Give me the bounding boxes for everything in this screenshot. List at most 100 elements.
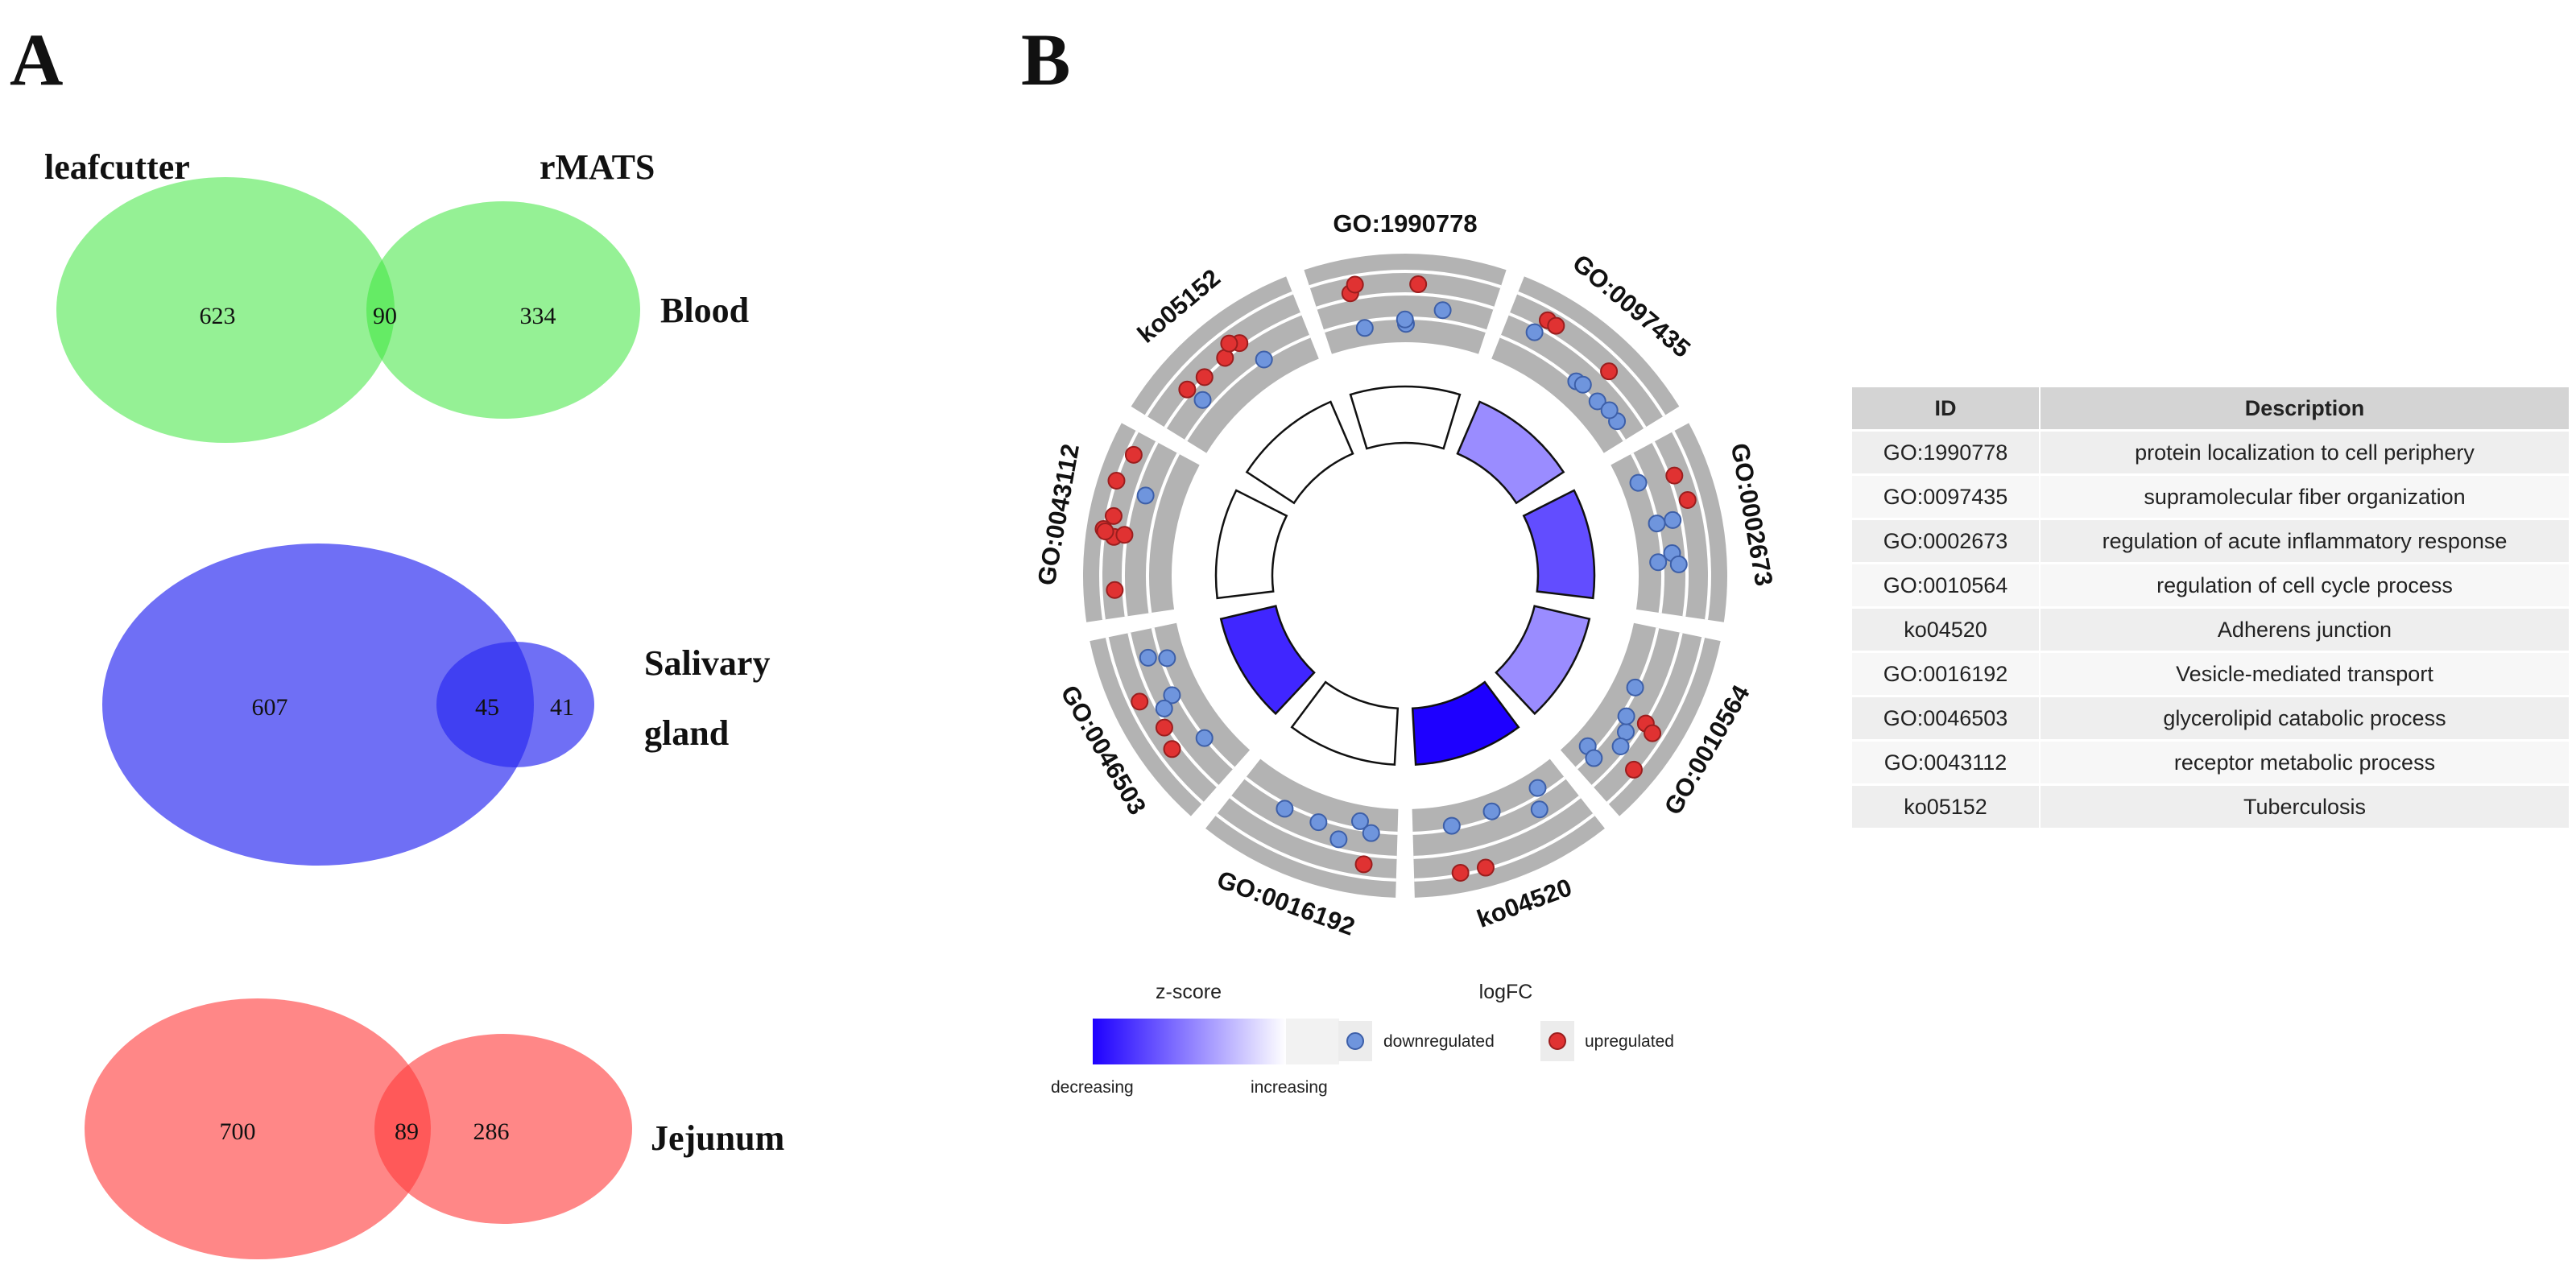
gene-dot-downregulated <box>1482 802 1501 820</box>
gene-dot-upregulated <box>1155 718 1173 737</box>
gene-dot-downregulated <box>1629 473 1648 492</box>
term-ring-gridline <box>1672 430 1711 620</box>
venn-blood-overlap-count: 90 <box>373 303 397 329</box>
term-ring-segment <box>1412 758 1605 898</box>
gene-dot-upregulated <box>1600 362 1619 381</box>
table-cell-id: GO:0010564 <box>1852 564 2041 606</box>
gene-dot-downregulated <box>1158 649 1176 667</box>
gene-dot-downregulated <box>1442 816 1461 835</box>
gene-dot-downregulated <box>1362 824 1380 842</box>
table-header-id: ID <box>1852 387 2041 429</box>
term-zscore-bar <box>1290 680 1400 766</box>
method-label-rmats: rMATS <box>540 147 655 187</box>
table-cell-description: protein localization to cell periphery <box>2041 432 2569 473</box>
term-ring-gridline <box>1309 269 1502 289</box>
table-cell-description: receptor metabolic process <box>2041 742 2569 783</box>
gene-dot-upregulated <box>1096 523 1114 541</box>
table-cell-id: GO:1990778 <box>1852 432 2041 473</box>
gene-dot-upregulated <box>1451 863 1470 882</box>
table-cell-id: ko05152 <box>1852 786 2041 828</box>
term-zscore-bar <box>1214 489 1288 600</box>
gene-dot-downregulated <box>1669 555 1688 573</box>
term-ring-segment <box>1090 622 1251 816</box>
gene-dot-upregulated <box>1625 760 1644 779</box>
gene-dot-upregulated <box>1644 724 1662 742</box>
venn-blood-left-count: 623 <box>200 303 236 329</box>
table-cell-description: Tuberculosis <box>2041 786 2569 828</box>
venn-salivary-tissue-label-1: Salivary <box>644 643 770 683</box>
gene-dot-upregulated <box>1547 316 1565 335</box>
gene-dot-downregulated <box>1193 391 1212 409</box>
gene-dot-downregulated <box>1329 830 1348 849</box>
gene-dot-downregulated <box>1139 648 1157 667</box>
table-cell-description: regulation of cell cycle process <box>2041 564 2569 606</box>
table-row: GO:0046503 glycerolipid catabolic proces… <box>1852 697 2569 739</box>
gene-dot-downregulated <box>1585 749 1603 767</box>
term-zscore-bar <box>1245 400 1354 505</box>
gene-dot-upregulated <box>1354 855 1373 874</box>
table-header-description: Description <box>2041 387 2569 429</box>
venn-salivary-leafcutter-circle <box>102 544 534 866</box>
gene-dot-downregulated <box>1617 707 1635 725</box>
venn-jejunum-tissue-label: Jejunum <box>651 1118 784 1158</box>
table-cell-id: GO:0002673 <box>1852 520 2041 562</box>
venn-salivary-rmats-circle <box>436 642 594 767</box>
term-label: GO:0043112 <box>1032 442 1085 588</box>
gene-dot-upregulated <box>1195 368 1214 386</box>
venn-salivary-left-count: 607 <box>252 694 288 721</box>
venn-jejunum-rmats-circle <box>374 1034 632 1224</box>
gene-dot-downregulated <box>1573 375 1592 394</box>
gene-dot-upregulated <box>1104 506 1123 525</box>
term-ring-gridline <box>1146 453 1180 614</box>
term-zscore-bar <box>1219 605 1316 716</box>
table-cell-id: ko04520 <box>1852 609 2041 651</box>
panel-a-letter: A <box>10 19 64 101</box>
venn-jejunum-leafcutter-circle <box>85 998 431 1259</box>
venn-blood-rmats-circle <box>366 201 640 419</box>
table-row: GO:0016192 Vesicle-mediated transport <box>1852 653 2569 695</box>
table-cell-id: GO:0097435 <box>1852 476 2041 518</box>
gene-dot-downregulated <box>1528 779 1547 797</box>
venn-salivary: 607 45 41 Salivary gland <box>102 544 770 866</box>
table-row: GO:0043112 receptor metabolic process <box>1852 742 2569 783</box>
gene-dot-upregulated <box>1106 581 1124 599</box>
gene-dot-upregulated <box>1678 490 1697 509</box>
term-zscore-bar <box>1522 489 1596 600</box>
gene-dot-downregulated <box>1163 686 1181 705</box>
gene-dot-downregulated <box>1433 301 1452 320</box>
gene-dot-downregulated <box>1525 323 1544 341</box>
table-row: GO:0002673 regulation of acute inflammat… <box>1852 520 2569 562</box>
gene-dot-downregulated <box>1648 515 1666 533</box>
table-row: GO:0010564 regulation of cell cycle proc… <box>1852 564 2569 606</box>
table-row: GO:1990778 protein localization to cell … <box>1852 432 2569 473</box>
venn-panel: leafcutter rMATS 623 90 334 Blood 607 45… <box>44 147 784 1259</box>
gene-dot-downregulated <box>1396 310 1414 329</box>
table-cell-id: GO:0016192 <box>1852 653 2041 695</box>
term-ring-gridline <box>1099 430 1139 620</box>
gene-dot-downregulated <box>1530 800 1548 819</box>
term-zscore-bar <box>1456 400 1565 505</box>
gene-dot-upregulated <box>1124 445 1143 464</box>
venn-blood-right-count: 334 <box>520 303 556 329</box>
gene-dot-upregulated <box>1346 275 1364 294</box>
method-label-leafcutter: leafcutter <box>44 147 190 187</box>
gene-dot-downregulated <box>1664 510 1682 529</box>
venn-jejunum-left-count: 700 <box>220 1118 256 1145</box>
gene-dot-upregulated <box>1665 466 1684 485</box>
gene-dot-downregulated <box>1649 553 1668 572</box>
table-cell-description: regulation of acute inflammatory respons… <box>2041 520 2569 562</box>
table-cell-id: GO:0043112 <box>1852 742 2041 783</box>
venn-salivary-tissue-label-2: gland <box>644 713 729 753</box>
term-label: GO:1990778 <box>1333 209 1477 238</box>
gene-dot-upregulated <box>1131 692 1149 711</box>
venn-salivary-overlap-count: 45 <box>475 694 499 721</box>
venn-blood: 623 90 334 Blood <box>56 177 749 443</box>
gene-dot-downregulated <box>1350 812 1369 830</box>
table-cell-description: Adherens junction <box>2041 609 2569 651</box>
gene-dot-upregulated <box>1476 858 1495 877</box>
gene-dot-downregulated <box>1136 486 1155 505</box>
panel-b-letter: B <box>1021 19 1071 101</box>
table-header-row: ID Description <box>1852 387 2569 429</box>
term-ring-gridline <box>1316 292 1495 310</box>
venn-blood-leafcutter-circle <box>56 177 395 443</box>
